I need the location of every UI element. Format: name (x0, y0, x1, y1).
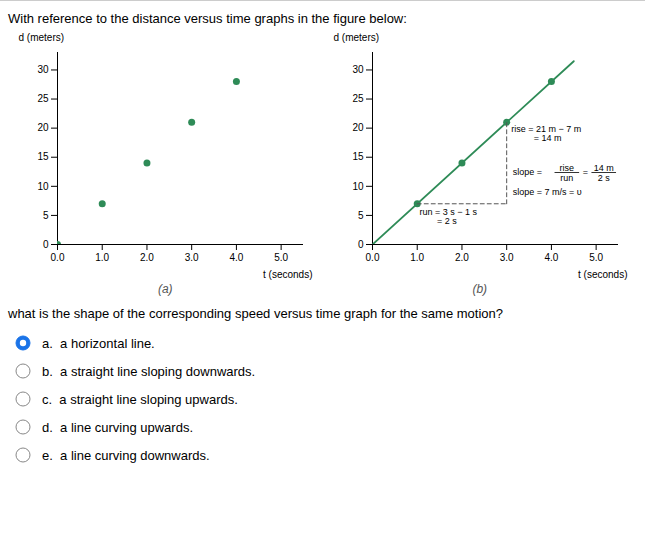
svg-text:5.0: 5.0 (589, 252, 603, 263)
svg-text:5: 5 (358, 210, 364, 221)
html-text:e. a line curving downwards.: e. a line curving downwards. (42, 447, 210, 463)
svg-text:3.0: 3.0 (499, 252, 513, 263)
svg-text:1.0: 1.0 (410, 252, 424, 263)
svg-text:slope = 7 m/s = υ: slope = 7 m/s = υ (512, 187, 581, 197)
svg-text:2.0: 2.0 (455, 252, 469, 263)
svg-text:1.0: 1.0 (96, 252, 110, 263)
svg-text:slope =: slope = (512, 167, 541, 177)
svg-text:rise = 21 m − 7 m = 14: rise = 21 m − 7 m = 14 m (511, 124, 581, 143)
html-text:(b): (b) (472, 282, 488, 296)
svg-text:d (meters): d (meters) (19, 32, 65, 43)
svg-text:5.0: 5.0 (274, 252, 288, 263)
svg-text:4.0: 4.0 (230, 252, 244, 263)
svg-text:15: 15 (38, 151, 50, 162)
svg-text:10: 10 (352, 181, 364, 192)
html-text:c. a straight line sloping upw: c. a straight line sloping upwards. (42, 391, 238, 407)
svg-text:0.0: 0.0 (365, 252, 379, 263)
html-text:what is the shape of the corre: what is the shape of the corresponding s… (8, 306, 503, 321)
svg-text:d (meters): d (meters) (333, 32, 379, 43)
svg-text:2.0: 2.0 (140, 252, 154, 263)
svg-text:30: 30 (38, 64, 50, 75)
html-text:b. a straight line sloping dow: b. a straight line sloping downwards. (42, 363, 256, 379)
html-text:With reference to the distance: With reference to the distance versus ti… (8, 11, 407, 26)
svg-text:rise: rise (559, 163, 574, 173)
svg-text:run = 3 s − 1 s = 2 s: run = 3 s − 1 s = 2 s (419, 207, 477, 226)
svg-text:25: 25 (38, 93, 50, 104)
svg-text:10: 10 (38, 181, 50, 192)
svg-text:0: 0 (358, 239, 364, 250)
svg-text:0: 0 (43, 239, 49, 250)
svg-text:3.0: 3.0 (185, 252, 199, 263)
svg-text:t (seconds): t (seconds) (263, 269, 312, 280)
html-text:(a): (a) (157, 282, 173, 296)
svg-text:2 s: 2 s (597, 173, 610, 183)
svg-text:t (seconds): t (seconds) (578, 269, 627, 280)
svg-text:25: 25 (352, 93, 364, 104)
svg-text:20: 20 (352, 122, 364, 133)
svg-text:=: = (582, 167, 587, 177)
svg-text:15: 15 (352, 151, 364, 162)
svg-text:14 m: 14 m (593, 163, 613, 173)
svg-text:4.0: 4.0 (544, 252, 558, 263)
svg-text:20: 20 (38, 122, 50, 133)
html-text:a. a horizontal line.: a. a horizontal line. (42, 335, 155, 351)
svg-text:run: run (560, 173, 573, 183)
svg-text:5: 5 (43, 210, 49, 221)
html-text:d. a line curving upwards.: d. a line curving upwards. (42, 419, 193, 435)
svg-text:30: 30 (352, 64, 364, 75)
svg-text:0.0: 0.0 (51, 252, 65, 263)
